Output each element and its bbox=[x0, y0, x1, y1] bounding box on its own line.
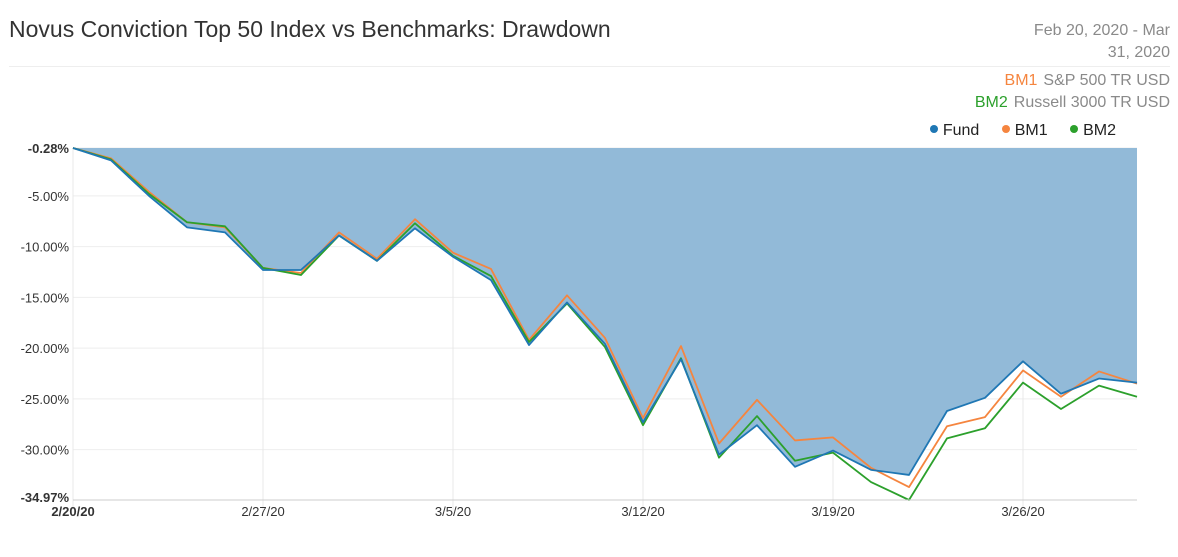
x-tick-label: 3/26/20 bbox=[1001, 504, 1044, 519]
legend-dot-bm2-icon bbox=[1070, 125, 1079, 133]
benchmark-bm2: BM2 Russell 3000 TR USD bbox=[975, 94, 1170, 112]
y-tick-label: -0.28% bbox=[28, 141, 70, 156]
legend-item-bm2[interactable]: BM2 bbox=[1070, 122, 1116, 140]
date-range-line-1: Feb 20, 2020 - Mar bbox=[1033, 22, 1170, 39]
legend-label-bm1: BM1 bbox=[1014, 122, 1048, 139]
y-tick-label: -15.00% bbox=[21, 290, 70, 305]
x-tick-label: 3/19/20 bbox=[811, 504, 854, 519]
fund-drawdown-area bbox=[73, 148, 1137, 475]
date-range-line-2: 31, 2020 bbox=[1107, 44, 1170, 61]
y-tick-label: -30.00% bbox=[21, 443, 70, 458]
chart-title: Novus Conviction Top 50 Index vs Benchma… bbox=[9, 16, 611, 42]
date-range: Feb 20, 2020 - Mar 31, 2020 bbox=[980, 20, 1170, 64]
legend-dot-bm1-icon bbox=[1001, 125, 1010, 133]
chart-legend: Fund BM1 BM2 bbox=[912, 122, 1116, 140]
y-tick-label: -20.00% bbox=[21, 341, 70, 356]
benchmark-bm1-code: BM1 bbox=[1004, 72, 1038, 89]
series-line-fund bbox=[72, 147, 1138, 476]
legend-label-bm2: BM2 bbox=[1083, 122, 1116, 139]
benchmark-bm1: BM1 S&P 500 TR USD bbox=[1005, 72, 1170, 90]
x-tick-label: 2/27/20 bbox=[241, 504, 284, 519]
legend-dot-fund-icon bbox=[929, 125, 938, 133]
y-tick-label: -10.00% bbox=[21, 240, 70, 255]
legend-item-fund[interactable]: Fund bbox=[929, 122, 980, 140]
header-divider bbox=[9, 66, 1170, 67]
y-tick-label: -34.97% bbox=[21, 490, 70, 505]
legend-item-bm1[interactable]: BM1 bbox=[1001, 122, 1048, 140]
benchmark-bm2-name: Russell 3000 TR USD bbox=[1013, 94, 1170, 111]
y-tick-label: -25.00% bbox=[21, 392, 70, 407]
series-line-bm2 bbox=[72, 147, 1138, 501]
x-tick-label: 2/20/20 bbox=[51, 504, 94, 519]
y-tick-label: -5.00% bbox=[28, 189, 70, 204]
benchmark-bm1-name: S&P 500 TR USD bbox=[1043, 72, 1170, 89]
x-tick-label: 3/12/20 bbox=[621, 504, 664, 519]
x-tick-label: 3/5/20 bbox=[435, 504, 471, 519]
legend-label-fund: Fund bbox=[942, 122, 980, 139]
benchmark-bm2-code: BM2 bbox=[974, 94, 1008, 111]
